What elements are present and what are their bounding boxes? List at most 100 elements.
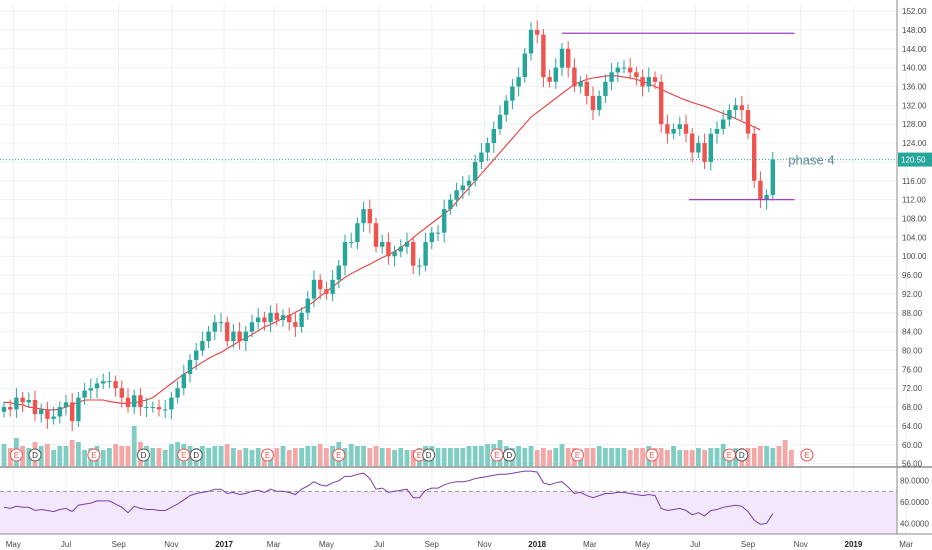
candle-body: [324, 289, 329, 294]
time-tick-label: 2018: [528, 540, 546, 549]
volume-bar: [677, 450, 683, 466]
earnings-marker-label: E: [91, 451, 96, 460]
volume-bar: [82, 450, 87, 466]
candle-body: [429, 232, 434, 243]
earnings-marker[interactable]: [261, 448, 274, 462]
candle-body: [516, 77, 521, 87]
price-tick-label: 128.00: [902, 120, 927, 129]
price-tick-label: 116.00: [902, 177, 926, 186]
candle-body: [696, 143, 701, 153]
earnings-marker-label: D: [32, 451, 38, 460]
candle-body: [262, 317, 267, 323]
earnings-marker[interactable]: [137, 448, 150, 462]
candle-body: [206, 331, 211, 342]
candle-body: [82, 390, 87, 398]
candle-body: [448, 199, 453, 210]
price-tick-label: 140.00: [902, 64, 927, 73]
price-tick-label: 112.00: [902, 196, 926, 205]
earnings-marker[interactable]: [189, 448, 203, 462]
candle-body: [373, 223, 379, 247]
earnings-marker[interactable]: [502, 448, 516, 462]
earnings-marker[interactable]: [645, 448, 659, 462]
candle-body: [367, 209, 372, 224]
candle-body: [708, 133, 713, 162]
volume-bar: [596, 446, 602, 466]
volume-bar: [702, 450, 707, 466]
price-tick-label: 96.00: [902, 271, 923, 280]
candle-body: [76, 397, 81, 422]
earnings-marker[interactable]: [735, 448, 749, 462]
volume-bar: [516, 446, 521, 466]
candle-body: [1, 407, 7, 412]
price-tick-label: 124.00: [902, 139, 927, 148]
candle-body: [535, 29, 540, 35]
candle-body: [287, 315, 292, 323]
price-tick-label: 72.00: [902, 384, 923, 393]
volume-bar: [255, 448, 261, 466]
volume-bar: [634, 448, 639, 466]
trend-lines[interactable]: [562, 32, 795, 201]
volume-bar: [224, 444, 230, 466]
candle-body: [150, 407, 155, 409]
candle-body: [119, 388, 124, 398]
candle-body: [45, 409, 50, 419]
candle-body: [163, 409, 168, 411]
candle-body: [752, 133, 757, 181]
volume-bar: [162, 450, 168, 466]
volume-bar: [522, 448, 528, 466]
candle-body: [51, 416, 56, 419]
price-tick-label: 80.00: [902, 347, 923, 356]
price-tick-label: 144.00: [902, 45, 927, 54]
candle-body: [14, 397, 19, 410]
earnings-marker[interactable]: [332, 448, 346, 462]
volume-bar: [559, 444, 565, 466]
candle-body: [566, 48, 571, 68]
rsi-tick-label: 60.0000: [900, 498, 929, 507]
earnings-marker-label: D: [193, 451, 199, 460]
volume-bar: [1, 444, 7, 466]
earnings-marker[interactable]: [28, 448, 42, 462]
candle-body: [386, 242, 391, 257]
rsi-band: [0, 491, 897, 534]
phase-4-annotation[interactable]: phase 4: [788, 153, 834, 168]
candle-body: [138, 395, 143, 408]
earnings-marker[interactable]: [422, 448, 436, 462]
volume-bar: [751, 448, 757, 466]
time-tick-label: Sep: [425, 540, 440, 549]
candle-body: [466, 180, 472, 186]
price-tick-label: 148.00: [902, 26, 927, 35]
volume-bar: [696, 448, 701, 466]
volume-bar: [355, 446, 360, 466]
time-tick-label: Jul: [61, 540, 71, 549]
volume-bar: [249, 450, 255, 466]
candle-body: [764, 194, 769, 200]
price-tick-label: 100.00: [902, 252, 927, 261]
candle-body: [479, 152, 484, 162]
volume-bar: [627, 450, 633, 466]
volume-bar: [547, 450, 552, 466]
time-tick-label: Mar: [583, 540, 597, 549]
candle-body: [615, 67, 620, 73]
candle-body: [293, 322, 298, 327]
earnings-marker-label: D: [739, 451, 745, 460]
volume-bar: [113, 444, 118, 466]
volume-bar: [156, 448, 162, 466]
candle-body: [504, 100, 509, 115]
volume-bar: [317, 444, 323, 466]
volume-bar: [764, 446, 769, 466]
earnings-marker[interactable]: [571, 448, 584, 462]
earnings-marker[interactable]: [800, 448, 814, 462]
candle-body: [559, 48, 565, 68]
volume-bar: [119, 446, 125, 466]
volume-bar: [671, 446, 676, 466]
earnings-marker-label: E: [804, 451, 809, 460]
candle-body: [194, 350, 199, 360]
volume-bar: [379, 448, 385, 466]
earnings-marker[interactable]: [87, 448, 101, 462]
candle-body: [417, 265, 422, 267]
candle-body: [175, 388, 180, 398]
earnings-marker[interactable]: [9, 448, 23, 462]
time-tick-label: Mar: [899, 540, 913, 549]
